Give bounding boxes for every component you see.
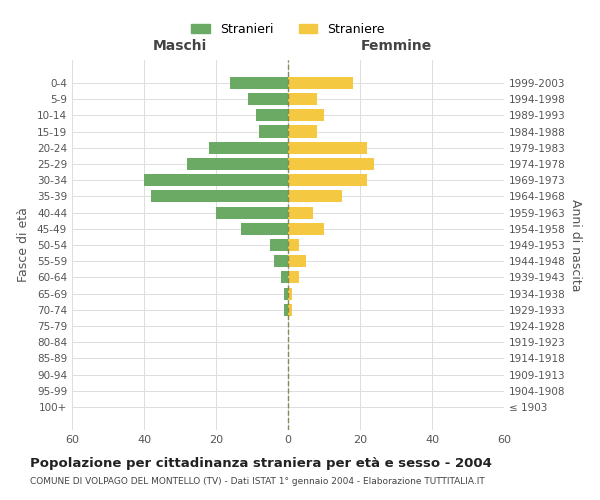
Bar	[288, 109, 324, 122]
Bar	[288, 174, 367, 186]
Bar	[288, 206, 313, 218]
Y-axis label: Fasce di età: Fasce di età	[17, 208, 30, 282]
Bar	[288, 190, 342, 202]
Bar	[209, 142, 288, 154]
Bar	[288, 158, 374, 170]
Text: COMUNE DI VOLPAGO DEL MONTELLO (TV) - Dati ISTAT 1° gennaio 2004 - Elaborazione : COMUNE DI VOLPAGO DEL MONTELLO (TV) - Da…	[30, 478, 485, 486]
Bar	[241, 222, 288, 235]
Legend: Stranieri, Straniere: Stranieri, Straniere	[186, 18, 390, 41]
Bar	[187, 158, 288, 170]
Bar	[288, 222, 324, 235]
Bar	[288, 255, 306, 268]
Y-axis label: Anni di nascita: Anni di nascita	[569, 198, 582, 291]
Bar	[248, 93, 288, 105]
Bar	[270, 239, 288, 251]
Text: Popolazione per cittadinanza straniera per età e sesso - 2004: Popolazione per cittadinanza straniera p…	[30, 458, 492, 470]
Bar	[281, 272, 288, 283]
Bar	[288, 126, 317, 138]
Bar	[144, 174, 288, 186]
Bar	[230, 77, 288, 89]
Text: Femmine: Femmine	[361, 38, 431, 52]
Bar	[256, 109, 288, 122]
Bar	[288, 142, 367, 154]
Bar	[151, 190, 288, 202]
Bar	[216, 206, 288, 218]
Bar	[288, 93, 317, 105]
Bar	[284, 304, 288, 316]
Bar	[288, 77, 353, 89]
Bar	[288, 304, 292, 316]
Bar	[288, 272, 299, 283]
Bar	[274, 255, 288, 268]
Bar	[288, 239, 299, 251]
Bar	[284, 288, 288, 300]
Bar	[288, 288, 292, 300]
Text: Maschi: Maschi	[153, 38, 207, 52]
Bar	[259, 126, 288, 138]
